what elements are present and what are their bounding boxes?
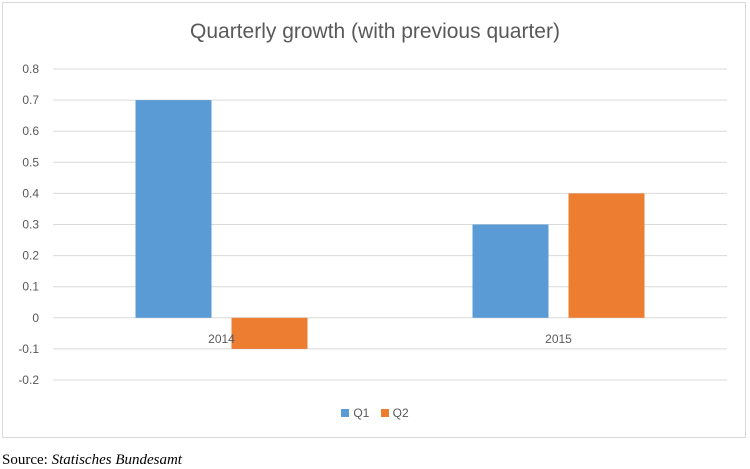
source-label: Source: xyxy=(2,452,52,468)
bar-chart-plot: 0.8 0.7 0.6 0.5 0.4 0.3 0.2 0.1 0 -0.1 -0.2 2014 201… xyxy=(18,62,727,387)
bar-q1-2015 xyxy=(472,224,549,318)
bars xyxy=(135,100,645,349)
axis-labels: 0.8 0.7 0.6 0.5 0.4 0.3 0.2 0.1 0 -0.1 -0.2 2014 201… xyxy=(18,62,572,387)
bar-q2-2015 xyxy=(568,193,645,318)
x-category-label: 2014 xyxy=(208,332,235,346)
legend-item-q2: Q2 xyxy=(380,406,409,420)
y-tick-label: 0.8 xyxy=(22,62,39,76)
y-tick-label: 0.7 xyxy=(22,93,39,107)
chart-frame: Quarterly growth (with previous quarter)… xyxy=(2,2,746,438)
legend: Q1 Q2 xyxy=(3,406,747,420)
legend-swatch-q2 xyxy=(380,409,389,417)
bar-q1-2014 xyxy=(135,100,212,318)
legend-item-q1: Q1 xyxy=(341,406,369,420)
legend-swatch-q1 xyxy=(341,409,350,417)
y-tick-label: 0.5 xyxy=(22,155,39,169)
y-tick-label: 0.4 xyxy=(22,186,39,200)
y-tick-label: -0.2 xyxy=(18,373,39,387)
legend-label-q2: Q2 xyxy=(392,406,409,420)
y-tick-label: 0.2 xyxy=(22,249,39,263)
y-tick-label: 0.1 xyxy=(22,280,39,294)
source-name: Statisches Bundesamt xyxy=(51,452,182,468)
chart-title: Quarterly growth (with previous quarter) xyxy=(190,20,560,43)
y-tick-label: 0.3 xyxy=(22,218,39,232)
y-tick-label: -0.1 xyxy=(18,342,39,356)
source-note: Source: Statisches Bundesamt xyxy=(2,452,182,469)
legend-label-q1: Q1 xyxy=(353,406,370,420)
bar-q2-2014 xyxy=(231,317,308,349)
y-tick-label: 0.6 xyxy=(22,124,39,138)
y-tick-label: 0 xyxy=(32,311,39,325)
x-category-label: 2015 xyxy=(545,332,572,346)
